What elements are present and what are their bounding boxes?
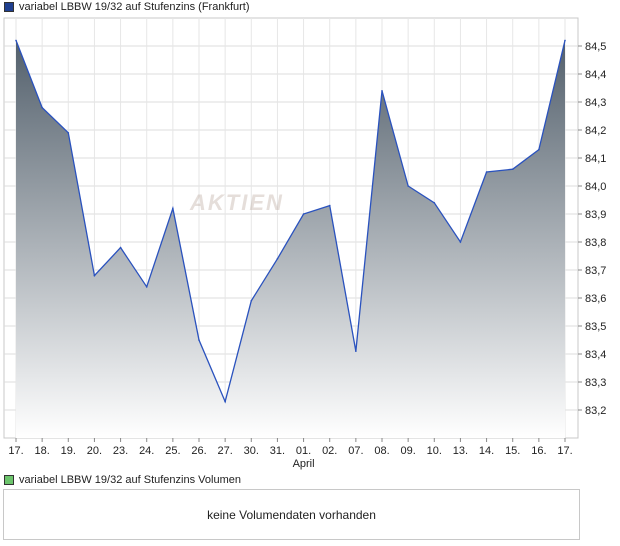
- price-point: [15, 39, 17, 42]
- volume-legend-label: variabel LBBW 19/32 auf Stufenzins Volum…: [19, 474, 241, 486]
- y-tick-label: 84,1: [585, 153, 606, 165]
- price-point: [328, 204, 331, 207]
- x-tick-label: 24.: [139, 445, 154, 457]
- x-tick-label: 26.: [191, 445, 206, 457]
- price-legend-label: variabel LBBW 19/32 auf Stufenzins (Fran…: [19, 1, 250, 13]
- price-point: [41, 106, 43, 109]
- price-point: [511, 168, 514, 170]
- price-point: [93, 274, 96, 277]
- volume-legend: variabel LBBW 19/32 auf Stufenzins Volum…: [4, 473, 241, 487]
- price-legend: variabel LBBW 19/32 auf Stufenzins (Fran…: [4, 0, 250, 14]
- x-tick-label: 09.: [400, 445, 415, 457]
- price-point: [459, 241, 462, 243]
- y-tick-label: 84,2: [585, 125, 606, 137]
- y-tick-label: 84,3: [585, 97, 606, 109]
- x-tick-label: 30.: [244, 445, 259, 457]
- price-line: [15, 40, 566, 404]
- price-point: [407, 185, 409, 187]
- price-point: [119, 246, 122, 249]
- y-tick-label: 83,9: [585, 209, 606, 221]
- price-point: [276, 258, 279, 260]
- x-tick-label: 10.: [427, 445, 442, 457]
- volume-legend-swatch: [4, 475, 14, 485]
- y-tick-label: 83,6: [585, 293, 606, 305]
- x-tick-label: 16.: [531, 445, 546, 457]
- price-point: [538, 148, 540, 151]
- volume-empty-message: keine Volumendaten vorhanden: [207, 507, 376, 522]
- price-point: [250, 300, 253, 302]
- x-tick-label: 23.: [113, 445, 128, 457]
- x-tick-label: 18.: [34, 445, 49, 457]
- price-point: [67, 132, 70, 134]
- x-tick-label: 17.: [8, 445, 23, 457]
- y-tick-label: 83,3: [585, 377, 606, 389]
- x-tick-label: 31.: [270, 445, 285, 457]
- price-point: [145, 286, 148, 288]
- price-chart: 83,2 83,3 83,4 83,5 83,6 83,7 83,8 83,9 84,0 84,1…: [3, 17, 606, 470]
- x-tick-label: 15.: [505, 445, 520, 457]
- x-tick-label: 17.: [557, 445, 572, 457]
- y-tick-label: 83,7: [585, 265, 606, 277]
- y-tick-label: 84,4: [585, 69, 606, 81]
- y-tick-label: 84,5: [585, 41, 606, 53]
- x-tick-label: 20.: [87, 445, 102, 457]
- y-tick-label: 83,4: [585, 349, 606, 361]
- x-tick-label: 14.: [479, 445, 494, 457]
- price-point: [564, 39, 566, 42]
- price-area: [16, 40, 565, 439]
- x-tick-label: 19.: [61, 445, 76, 457]
- price-point: [381, 90, 383, 92]
- x-tick-label: 01.: [296, 445, 311, 457]
- x-tick-label: 02.: [322, 445, 337, 457]
- x-tick-label: 27.: [217, 445, 232, 457]
- y-tick-label: 84,0: [585, 181, 606, 193]
- x-tick-label: 08.: [374, 445, 389, 457]
- price-legend-swatch: [4, 2, 14, 12]
- price-point: [433, 202, 436, 204]
- price-point: [355, 350, 357, 353]
- price-point: [224, 400, 226, 403]
- price-point: [172, 207, 174, 210]
- y-tick-label: 83,2: [585, 405, 606, 417]
- price-point: [485, 171, 488, 173]
- x-month-label: April: [293, 458, 315, 470]
- y-tick-label: 83,8: [585, 237, 606, 249]
- volume-chart: keine Volumendaten vorhanden: [3, 489, 580, 540]
- x-tick-label: 25.: [165, 445, 180, 457]
- price-point: [198, 339, 200, 341]
- y-tick-label: 83,5: [585, 321, 606, 333]
- x-tick-label: 07.: [348, 445, 363, 457]
- x-tick-label: 13.: [453, 445, 468, 457]
- price-point: [302, 213, 305, 215]
